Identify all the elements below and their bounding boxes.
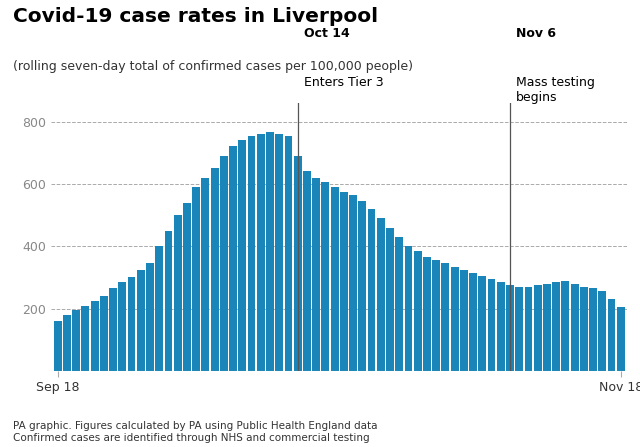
Bar — [312, 177, 320, 371]
Bar — [294, 156, 301, 371]
Bar — [534, 285, 541, 371]
Text: Covid-19 case rates in Liverpool: Covid-19 case rates in Liverpool — [13, 7, 378, 26]
Bar — [598, 291, 606, 371]
Bar — [266, 132, 274, 371]
Bar — [275, 134, 283, 371]
Bar — [146, 263, 154, 371]
Bar — [72, 310, 80, 371]
Bar — [127, 278, 136, 371]
Bar — [607, 299, 616, 371]
Bar — [91, 301, 99, 371]
Bar — [377, 218, 385, 371]
Bar — [617, 307, 625, 371]
Bar — [478, 276, 486, 371]
Bar — [220, 156, 228, 371]
Bar — [451, 266, 458, 371]
Bar — [432, 260, 440, 371]
Bar — [202, 177, 209, 371]
Bar — [285, 135, 292, 371]
Text: PA graphic. Figures calculated by PA using Public Health England data
Confirmed : PA graphic. Figures calculated by PA usi… — [13, 421, 378, 443]
Bar — [460, 270, 468, 371]
Bar — [183, 202, 191, 371]
Bar — [238, 140, 246, 371]
Bar — [506, 285, 514, 371]
Bar — [109, 288, 117, 371]
Bar — [561, 281, 569, 371]
Bar — [358, 201, 366, 371]
Bar — [303, 171, 311, 371]
Bar — [248, 135, 255, 371]
Bar — [423, 257, 431, 371]
Bar — [340, 192, 348, 371]
Bar — [396, 237, 403, 371]
Bar — [386, 228, 394, 371]
Text: (rolling seven-day total of confirmed cases per 100,000 people): (rolling seven-day total of confirmed ca… — [13, 60, 413, 73]
Bar — [469, 273, 477, 371]
Bar — [192, 187, 200, 371]
Bar — [515, 287, 523, 371]
Bar — [571, 284, 579, 371]
Bar — [580, 287, 588, 371]
Bar — [589, 288, 597, 371]
Bar — [321, 182, 329, 371]
Bar — [81, 305, 89, 371]
Bar — [54, 321, 61, 371]
Bar — [497, 282, 505, 371]
Text: Oct 14: Oct 14 — [304, 27, 350, 40]
Bar — [173, 215, 182, 371]
Bar — [164, 231, 172, 371]
Bar — [525, 287, 532, 371]
Bar — [552, 282, 560, 371]
Bar — [229, 147, 237, 371]
Bar — [211, 169, 218, 371]
Bar — [349, 195, 357, 371]
Text: Nov 6: Nov 6 — [516, 27, 556, 40]
Bar — [156, 246, 163, 371]
Bar — [63, 315, 71, 371]
Bar — [257, 134, 265, 371]
Bar — [488, 279, 495, 371]
Bar — [413, 251, 422, 371]
Text: Enters Tier 3: Enters Tier 3 — [304, 76, 384, 89]
Bar — [100, 296, 108, 371]
Bar — [442, 263, 449, 371]
Text: Mass testing
begins: Mass testing begins — [516, 76, 595, 104]
Bar — [543, 284, 551, 371]
Bar — [404, 246, 412, 371]
Bar — [118, 282, 126, 371]
Bar — [137, 270, 145, 371]
Bar — [331, 187, 339, 371]
Bar — [367, 209, 376, 371]
